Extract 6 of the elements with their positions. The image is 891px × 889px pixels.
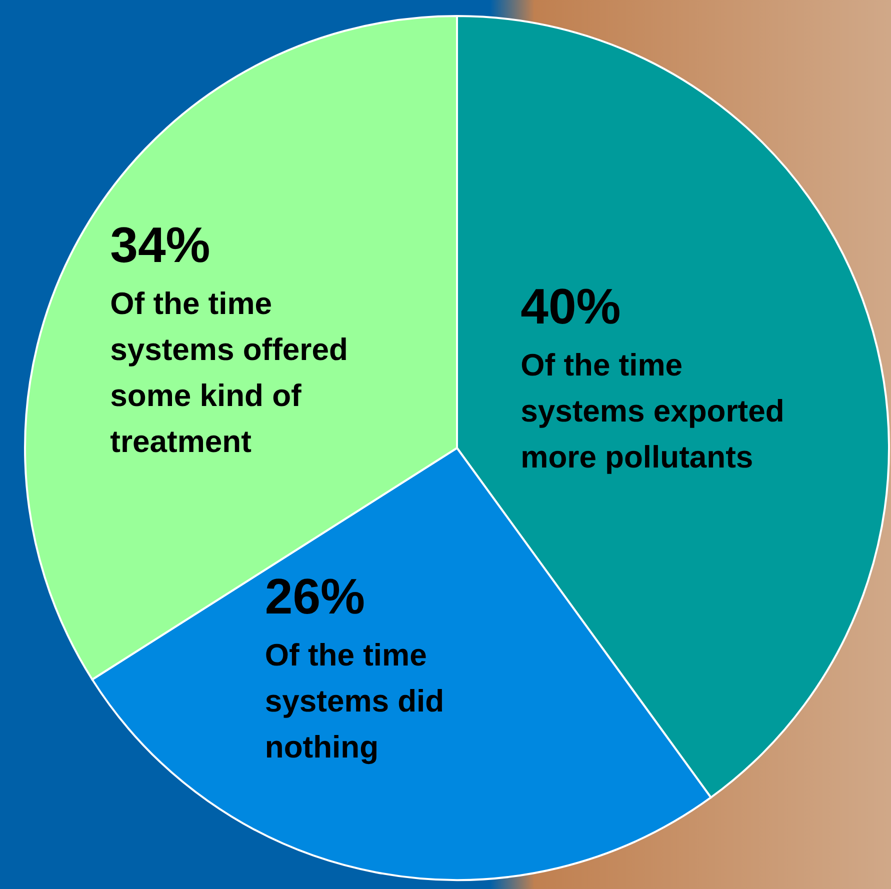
data-label: 34% <box>110 216 210 273</box>
data-label: 26% <box>264 568 365 625</box>
slice-label: Of the time systems offered some kind of treatment <box>110 286 348 459</box>
slice-label: Of the time systems did nothing <box>264 638 444 765</box>
slice-label: Of the time systems exported more pollutants <box>520 348 784 475</box>
data-label: 40% <box>520 278 621 335</box>
